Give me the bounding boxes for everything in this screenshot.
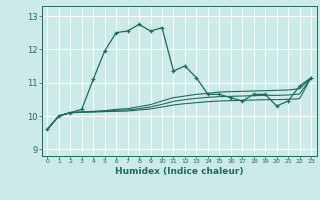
X-axis label: Humidex (Indice chaleur): Humidex (Indice chaleur) <box>115 167 244 176</box>
